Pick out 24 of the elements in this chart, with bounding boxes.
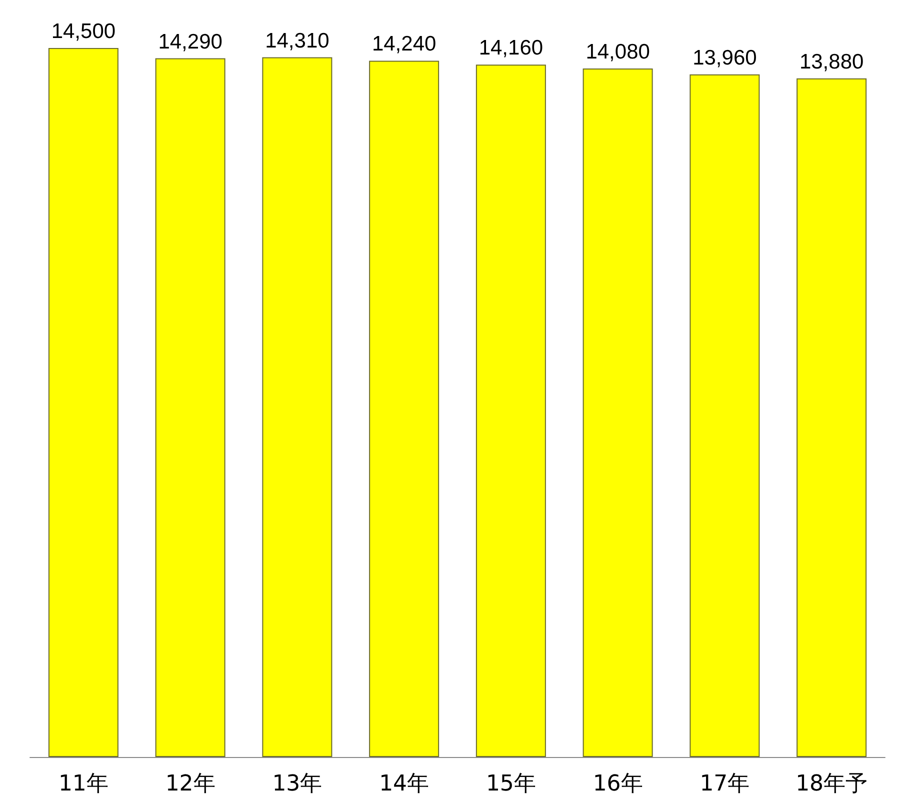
bar bbox=[582, 68, 653, 757]
data-label: 13,960 bbox=[692, 46, 757, 70]
data-label: 14,310 bbox=[265, 29, 330, 52]
data-label: 14,240 bbox=[372, 32, 436, 56]
data-label: 14,500 bbox=[51, 20, 116, 43]
bar bbox=[155, 58, 226, 757]
x-tick-label: 15年 bbox=[486, 772, 536, 796]
x-tick-label: 17年 bbox=[700, 772, 750, 796]
x-tick-label: 12年 bbox=[165, 772, 216, 796]
data-label: 13,880 bbox=[799, 50, 864, 74]
data-label: 14,290 bbox=[158, 30, 222, 54]
data-label: 14,160 bbox=[478, 36, 544, 60]
bar bbox=[262, 57, 332, 757]
x-tick-label: 18年予 bbox=[796, 772, 868, 796]
data-label: 14,080 bbox=[586, 40, 650, 64]
bar bbox=[690, 74, 760, 757]
x-tick-label: 13年 bbox=[272, 772, 322, 796]
bar bbox=[48, 48, 118, 757]
bar bbox=[796, 78, 867, 757]
x-tick-label: 16年 bbox=[592, 772, 643, 796]
bar bbox=[369, 60, 440, 757]
bar bbox=[476, 64, 546, 757]
x-tick-label: 14年 bbox=[379, 772, 430, 796]
x-tick-label: 11年 bbox=[58, 772, 108, 796]
